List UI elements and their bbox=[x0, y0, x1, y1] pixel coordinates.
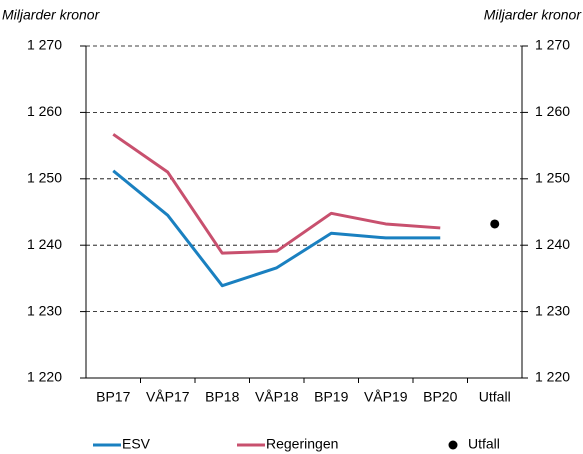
legend-label: Regeringen bbox=[266, 436, 338, 452]
legend-label: Utfall bbox=[468, 436, 500, 452]
legend-label: ESV bbox=[122, 436, 151, 452]
y2-tick-label: 1 250 bbox=[535, 170, 570, 186]
y2-axis-label: Miljarder kronor bbox=[484, 7, 583, 23]
y-tick-label: 1 270 bbox=[27, 37, 62, 53]
x-tick-label: VÅP17 bbox=[146, 389, 190, 405]
marker bbox=[490, 219, 500, 229]
y2-tick-label: 1 220 bbox=[535, 369, 570, 385]
x-tick-label: BP19 bbox=[314, 389, 348, 405]
y-axis-label: Miljarder kronor bbox=[2, 7, 101, 23]
x-tick-label: Utfall bbox=[479, 389, 511, 405]
x-tick-label: VÅP18 bbox=[255, 389, 299, 405]
y2-tick-label: 1 260 bbox=[535, 103, 570, 119]
y-tick-label: 1 220 bbox=[27, 369, 62, 385]
y-tick-label: 1 250 bbox=[27, 170, 62, 186]
y-tick-label: 1 260 bbox=[27, 103, 62, 119]
x-tick-label: VÅP19 bbox=[364, 389, 408, 405]
line-series bbox=[112, 169, 441, 288]
y2-tick-label: 1 230 bbox=[535, 302, 570, 318]
x-tick-label: BP20 bbox=[423, 389, 457, 405]
y-tick-label: 1 230 bbox=[27, 302, 62, 318]
x-tick-label: BP18 bbox=[205, 389, 239, 405]
y2-tick-label: 1 240 bbox=[535, 236, 570, 252]
y-tick-label: 1 240 bbox=[27, 236, 62, 252]
line-series bbox=[112, 133, 441, 255]
x-tick-label: BP17 bbox=[96, 389, 130, 405]
y2-tick-label: 1 270 bbox=[535, 37, 570, 53]
legend-marker bbox=[448, 440, 458, 450]
